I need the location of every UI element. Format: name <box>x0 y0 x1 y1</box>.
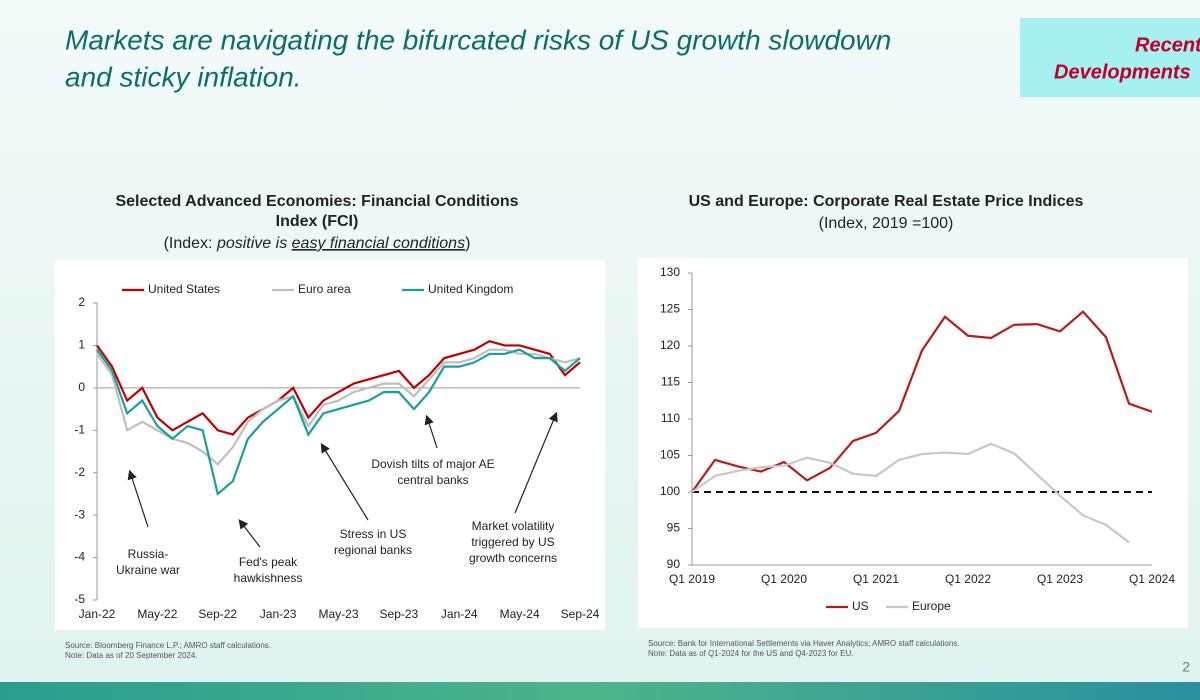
footer-strip <box>0 682 1200 700</box>
legend-label: Euro area <box>298 282 351 296</box>
series-line <box>691 310 1153 493</box>
annotation-arrow <box>320 442 369 521</box>
tag: Developments <box>1054 61 1191 83</box>
y-tick-label: 0 <box>78 380 85 394</box>
x-tick-label: Q1 2020 <box>761 572 807 586</box>
y-tick-label: 115 <box>661 375 680 389</box>
subtitle-part: easy financial conditions <box>292 235 465 252</box>
plot-panel <box>55 260 605 630</box>
annotation: Market volatility <box>472 519 555 533</box>
x-tick-label: May-23 <box>318 607 358 621</box>
annotation: triggered by US <box>471 535 554 549</box>
x-tick-label: Sep-24 <box>561 607 600 621</box>
y-tick-label: 110 <box>661 411 680 425</box>
page-number: 2 <box>1182 659 1190 675</box>
source-note: Source: Bloomberg Finance L.P.; AMRO sta… <box>65 641 271 650</box>
y-tick-label: 1 <box>78 338 85 352</box>
chart-title: US and Europe: Corporate Real Estate Pri… <box>689 193 1084 210</box>
y-tick-label: 2 <box>78 295 85 309</box>
x-tick-label: Q1 2024 <box>1129 572 1175 586</box>
x-tick-label: Jan-24 <box>441 607 478 621</box>
x-tick-label: Jan-23 <box>260 607 297 621</box>
y-tick-label: 95 <box>667 521 681 535</box>
annotation: Stress in US <box>340 527 407 541</box>
series-line <box>691 442 1130 544</box>
plot-panel <box>638 258 1188 628</box>
source-note: Source: Bank for International Settlemen… <box>648 639 960 648</box>
chart-subtitle: (Index: positive is easy financial condi… <box>164 235 471 252</box>
source-note: Note: Data as of Q1-2024 for the US and … <box>648 649 853 658</box>
y-tick-label: 130 <box>660 265 680 279</box>
x-tick-label: Sep-22 <box>198 607 237 621</box>
y-tick-label: -2 <box>74 465 85 479</box>
subtitle-part: (Index: <box>164 235 217 252</box>
y-tick-label: 120 <box>660 338 680 352</box>
subtitle-part: ) <box>465 235 470 252</box>
annotation: Dovish tilts of major AE <box>371 457 494 471</box>
legend-label: US <box>852 599 869 613</box>
annotation: regional banks <box>334 543 412 557</box>
subtitle-part: positive is <box>216 235 292 252</box>
legend-label: United Kingdom <box>428 282 513 296</box>
annotation: Ukraine war <box>116 563 180 577</box>
x-tick-label: May-24 <box>500 607 540 621</box>
annotation: central banks <box>397 473 468 487</box>
x-tick-label: Q1 2019 <box>669 572 715 586</box>
y-tick-label: 105 <box>660 448 680 462</box>
source-note: Note: Data as of 20 September 2024. <box>65 651 198 660</box>
y-tick-label: 100 <box>660 484 680 498</box>
tag-box <box>1020 18 1200 97</box>
series-line <box>96 348 581 466</box>
series-line <box>96 348 581 496</box>
annotation-arrow <box>238 519 261 548</box>
annotation-arrow <box>424 414 438 449</box>
x-tick-label: Jan-22 <box>79 607 116 621</box>
x-tick-label: Q1 2022 <box>945 572 991 586</box>
annotation: hawkishness <box>234 571 303 585</box>
chart-title: Index (FCI) <box>276 213 359 230</box>
chart-title: Selected Advanced Economies: Financial C… <box>115 193 518 210</box>
annotation: growth concerns <box>469 551 557 565</box>
y-tick-label: -5 <box>74 592 85 606</box>
y-tick-label: 90 <box>667 557 681 571</box>
x-tick-label: Q1 2023 <box>1037 572 1083 586</box>
y-tick-label: 125 <box>660 302 680 316</box>
annotation-arrow <box>514 411 558 514</box>
annotation: Russia- <box>128 547 169 561</box>
annotation: Fed's peak <box>239 555 298 569</box>
series-line <box>96 340 581 436</box>
x-tick-label: Q1 2021 <box>853 572 899 586</box>
subtitle-part: (Index, 2019 =100) <box>819 215 954 232</box>
chart-subtitle: (Index, 2019 =100) <box>819 215 954 232</box>
tag: Recent <box>1135 34 1200 56</box>
y-tick-label: -4 <box>74 550 85 564</box>
legend-label: Europe <box>912 599 951 613</box>
slide-title: and sticky inflation. <box>65 61 302 92</box>
y-tick-label: -3 <box>74 507 85 521</box>
x-tick-label: Sep-23 <box>380 607 419 621</box>
legend-label: United States <box>148 282 220 296</box>
slide-title: Markets are navigating the bifurcated ri… <box>65 24 891 55</box>
y-tick-label: -1 <box>74 422 85 436</box>
annotation-arrow <box>127 469 149 528</box>
x-tick-label: May-22 <box>137 607 177 621</box>
